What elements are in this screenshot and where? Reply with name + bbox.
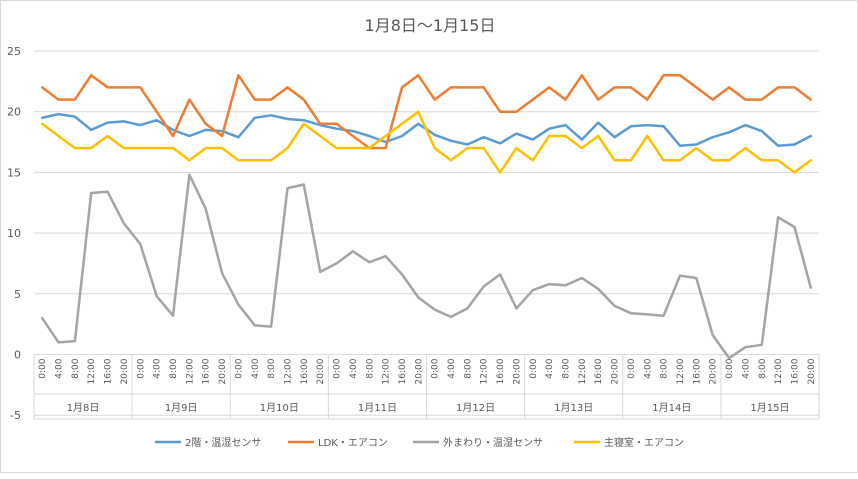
y-tick-label: 0: [14, 349, 21, 362]
x-hour-label: 16:00: [496, 358, 506, 384]
x-day-label: 1月8日: [67, 402, 100, 414]
x-hour-label: 8:00: [71, 358, 81, 378]
x-hour-label: 12:00: [774, 358, 784, 384]
x-day-label: 1月15日: [750, 402, 789, 414]
x-day-label: 1月13日: [554, 402, 593, 414]
x-day-label: 1月11日: [358, 402, 397, 414]
x-hour-label: 12:00: [185, 358, 195, 384]
legend: 2階・温湿センサ LDK・エアコン 外まわり・温湿センサ 主寝室・エアコン: [155, 436, 684, 449]
x-hour-label: 8:00: [267, 358, 277, 378]
x-hour-label: 16:00: [202, 358, 212, 384]
y-tick-label: 15: [7, 166, 21, 179]
x-hour-label: 0:00: [431, 358, 441, 378]
gridlines: [34, 50, 819, 416]
x-hour-label: 12:00: [87, 358, 97, 384]
series-lines: [40, 74, 813, 360]
legend-label: 主寝室・エアコン: [604, 436, 684, 449]
x-hour-label: 12:00: [676, 358, 686, 384]
legend-label: 外まわり・温湿センサ: [443, 437, 543, 449]
x-hour-label: 8:00: [562, 358, 572, 378]
x-hour-label: 20:00: [414, 358, 424, 384]
x-hour-label: 20:00: [120, 358, 130, 384]
x-day-label: 1月10日: [260, 402, 299, 414]
x-hour-label: 12:00: [578, 358, 588, 384]
chart-title: 1月8日～1月15日: [365, 16, 496, 35]
x-hour-label: 20:00: [218, 358, 228, 384]
y-tick-label: 25: [7, 45, 21, 58]
x-hour-label: 8:00: [365, 358, 375, 378]
x-hour-label: 20:00: [807, 358, 817, 384]
y-tick-label: 20: [7, 106, 21, 119]
x-hour-label: 20:00: [316, 358, 326, 384]
x-hour-label: 0:00: [234, 358, 244, 378]
legend-label: LDK・エアコン: [318, 438, 388, 449]
x-hour-label: 16:00: [300, 358, 310, 384]
y-axis-ticks: -5 0 5 10 15 20 25: [7, 45, 21, 422]
x-hour-label: 4:00: [741, 358, 751, 378]
x-hour-label: 12:00: [283, 358, 293, 384]
x-day-label: 1月14日: [652, 402, 691, 414]
x-hour-label: 16:00: [594, 358, 604, 384]
series-line: [40, 173, 813, 360]
x-axis: 1月8日 1月9日 1月10日 1月11日 1月12日 1月13日 1月14日 1月15日 0:…: [33, 354, 820, 420]
x-day-label: 1月9日: [165, 402, 198, 414]
x-hour-label: 8:00: [463, 358, 473, 378]
x-hour-label: 8:00: [758, 358, 768, 378]
x-hour-label: 16:00: [790, 358, 800, 384]
series-line: [40, 110, 813, 174]
x-hour-label: 16:00: [692, 358, 702, 384]
x-hour-label: 4:00: [153, 358, 163, 378]
x-hour-label: 0:00: [38, 358, 48, 378]
x-hour-label: 8:00: [169, 358, 179, 378]
x-hour-label: 4:00: [55, 358, 65, 378]
x-hour-label: 4:00: [545, 358, 555, 378]
x-hour-label: 20:00: [512, 358, 522, 384]
x-hour-label: 0:00: [529, 358, 539, 378]
x-hour-label: 0:00: [333, 358, 343, 378]
x-hour-label: 0:00: [627, 358, 637, 378]
x-hour-label: 4:00: [349, 358, 359, 378]
x-hour-label: 12:00: [382, 358, 392, 384]
x-hour-label: 0:00: [725, 358, 735, 378]
x-hour-label: 16:00: [104, 358, 114, 384]
x-hour-label: 8:00: [660, 358, 670, 378]
x-hour-label: 20:00: [709, 358, 719, 384]
x-hour-label: 12:00: [480, 358, 490, 384]
x-day-label: 1月12日: [456, 402, 495, 414]
x-hour-label: 20:00: [611, 358, 621, 384]
x-hour-label: 0:00: [136, 358, 146, 378]
series-line: [40, 74, 813, 150]
y-tick-label: -5: [10, 409, 21, 422]
y-tick-label: 5: [14, 288, 21, 301]
x-hour-label: 4:00: [447, 358, 457, 378]
x-hour-label: 4:00: [643, 358, 653, 378]
y-tick-label: 10: [7, 227, 21, 240]
legend-label: 2階・温湿センサ: [185, 437, 261, 449]
x-hour-label: 4:00: [251, 358, 261, 378]
x-hour-label: 16:00: [398, 358, 408, 384]
